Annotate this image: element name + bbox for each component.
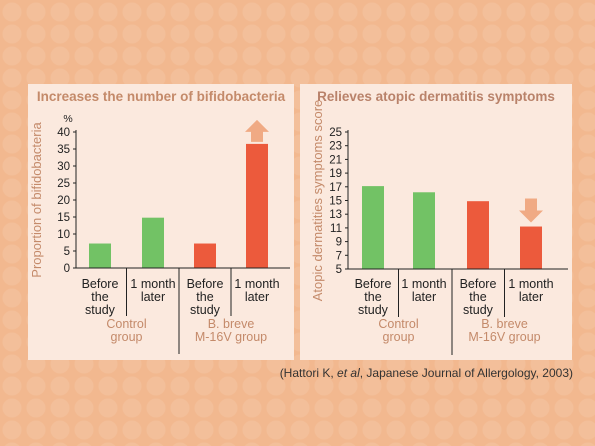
y-tick-label: 19 xyxy=(329,168,342,180)
bar xyxy=(362,186,384,269)
y-unit-label: % xyxy=(63,113,72,125)
group-label: M-16V group xyxy=(195,330,267,344)
bar xyxy=(142,217,164,268)
category-label: Before xyxy=(355,277,392,291)
y-tick-label: 15 xyxy=(57,212,70,224)
group-label: Control xyxy=(106,317,146,331)
y-tick-label: 25 xyxy=(57,178,70,190)
bar xyxy=(246,143,268,268)
category-label: Before xyxy=(460,277,497,291)
category-label: the xyxy=(91,290,108,304)
y-tick-label: 9 xyxy=(336,237,342,249)
group-label: M-16V group xyxy=(468,330,540,344)
group-label: B. breve xyxy=(481,317,528,331)
group-label: B. breve xyxy=(208,317,255,331)
y-tick-label: 11 xyxy=(330,223,342,235)
citation-suffix: , Japanese Journal of Allergology, 2003) xyxy=(359,366,573,380)
category-label: study xyxy=(358,303,389,317)
y-tick-label: 20 xyxy=(57,195,70,207)
category-label: 1 month xyxy=(508,277,553,291)
y-tick-label: 5 xyxy=(336,264,342,276)
category-label: study xyxy=(190,303,221,317)
down-arrow-icon xyxy=(519,198,543,223)
group-label: group xyxy=(111,330,143,344)
y-tick-label: 30 xyxy=(57,161,70,173)
y-tick-label: 35 xyxy=(57,144,70,156)
category-label: the xyxy=(196,290,213,304)
citation-italic: et al xyxy=(337,366,360,380)
y-tick-label: 25 xyxy=(329,127,342,139)
category-label: study xyxy=(463,303,494,317)
y-tick-label: 0 xyxy=(64,263,70,275)
y-tick-label: 15 xyxy=(329,196,342,208)
y-tick-label: 17 xyxy=(329,182,342,194)
bar xyxy=(194,243,216,268)
y-tick-label: 23 xyxy=(329,141,342,153)
y-tick-label: 7 xyxy=(336,250,342,262)
up-arrow-icon xyxy=(245,119,269,142)
chart-title: Relieves atopic dermatitis symptoms xyxy=(317,89,555,104)
y-axis-label: Atopic dermatities symptoms score xyxy=(310,100,325,302)
category-label: study xyxy=(85,303,116,317)
bar xyxy=(520,226,542,269)
bifidobacteria-chart: 0 5 10 15 20 25 30 35 40% Proportion of bifidobac… xyxy=(29,113,290,354)
y-tick-label: 21 xyxy=(329,154,342,166)
category-label: Before xyxy=(187,277,224,291)
category-label: Before xyxy=(82,277,119,291)
category-label: 1 month xyxy=(234,277,279,291)
y-axis-label: Proportion of bifidobacteria xyxy=(29,122,44,278)
category-label: 1 month xyxy=(401,277,446,291)
category-label: later xyxy=(519,290,543,304)
group-label: Control xyxy=(378,317,418,331)
category-label: the xyxy=(469,290,486,304)
category-label: later xyxy=(245,290,269,304)
group-label: group xyxy=(383,330,415,344)
category-label: later xyxy=(412,290,436,304)
chart-panel-bifidobacteria: Increases the number of bifidobacteria 0… xyxy=(28,84,294,360)
y-tick-label: 40 xyxy=(57,127,70,139)
citation-footnote: (Hattori K, et al, Japanese Journal of A… xyxy=(0,366,573,380)
category-label: the xyxy=(364,290,381,304)
chart-title: Increases the number of bifidobacteria xyxy=(36,89,286,104)
bar xyxy=(413,192,435,269)
bar xyxy=(89,243,111,268)
y-tick-label: 13 xyxy=(329,209,342,221)
bar xyxy=(467,201,489,269)
category-label: 1 month xyxy=(130,277,175,291)
category-label: later xyxy=(141,290,165,304)
y-tick-label: 10 xyxy=(57,229,70,241)
citation-prefix: (Hattori K, xyxy=(279,366,338,380)
y-tick-label: 5 xyxy=(64,246,70,258)
